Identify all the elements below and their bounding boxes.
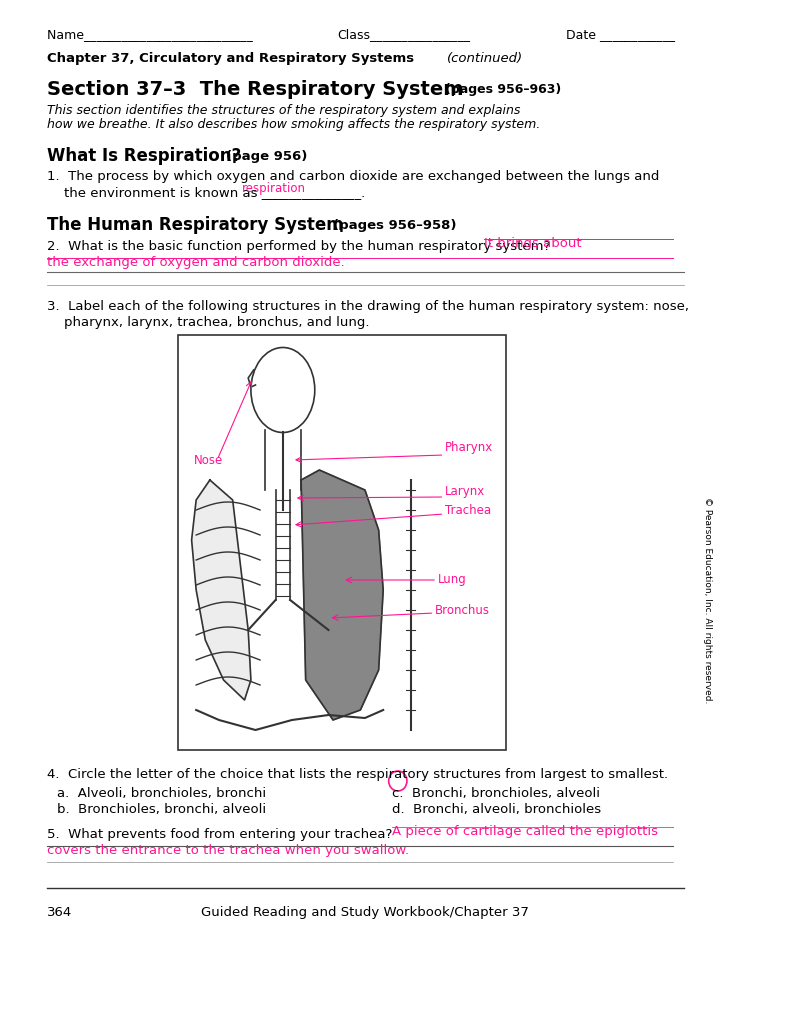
Text: c.  Bronchi, bronchioles, alveoli: c. Bronchi, bronchioles, alveoli <box>392 787 600 800</box>
Text: This section identifies the structures of the respiratory system and explains: This section identifies the structures o… <box>47 104 520 117</box>
Text: Section 37–3  The Respiratory System: Section 37–3 The Respiratory System <box>47 80 464 99</box>
Text: The Human Respiratory System: The Human Respiratory System <box>47 216 344 234</box>
Text: d.  Bronchi, alveoli, bronchioles: d. Bronchi, alveoli, bronchioles <box>392 803 601 816</box>
Text: (pages 956–963): (pages 956–963) <box>445 83 562 96</box>
Text: (continued): (continued) <box>447 52 523 65</box>
Text: Nose: Nose <box>195 454 224 467</box>
Text: (pages 956–958): (pages 956–958) <box>333 219 456 232</box>
Ellipse shape <box>251 347 315 432</box>
Text: Date ____________: Date ____________ <box>566 28 675 41</box>
Text: Larynx: Larynx <box>445 485 486 499</box>
Text: respiration: respiration <box>242 182 306 195</box>
Text: the environment is known as _______________.: the environment is known as ____________… <box>47 186 365 199</box>
Text: pharynx, larynx, trachea, bronchus, and lung.: pharynx, larynx, trachea, bronchus, and … <box>47 316 370 329</box>
Text: 5.  What prevents food from entering your trachea?: 5. What prevents food from entering your… <box>47 828 393 841</box>
Text: 1.  The process by which oxygen and carbon dioxide are exchanged between the lun: 1. The process by which oxygen and carbo… <box>47 170 660 183</box>
Text: Pharynx: Pharynx <box>445 441 494 455</box>
Text: Trachea: Trachea <box>445 504 491 516</box>
Text: Class________________: Class________________ <box>338 28 471 41</box>
Text: Name___________________________: Name___________________________ <box>47 28 257 41</box>
Text: What Is Respiration?: What Is Respiration? <box>47 147 242 165</box>
Text: how we breathe. It also describes how smoking affects the respiratory system.: how we breathe. It also describes how sm… <box>47 118 541 131</box>
Text: A piece of cartilage called the epiglottis: A piece of cartilage called the epiglott… <box>392 825 658 838</box>
Bar <box>178 335 506 750</box>
Text: Chapter 37, Circulatory and Respiratory Systems: Chapter 37, Circulatory and Respiratory … <box>47 52 414 65</box>
Polygon shape <box>191 480 251 700</box>
Polygon shape <box>301 470 383 720</box>
Text: 4.  Circle the letter of the choice that lists the respiratory structures from l: 4. Circle the letter of the choice that … <box>47 768 668 781</box>
Text: Guided Reading and Study Workbook/Chapter 37: Guided Reading and Study Workbook/Chapte… <box>201 906 529 919</box>
Text: covers the entrance to the trachea when you swallow.: covers the entrance to the trachea when … <box>47 844 410 857</box>
Text: It brings about: It brings about <box>483 237 581 250</box>
Text: Bronchus: Bronchus <box>435 603 490 616</box>
Text: a.  Alveoli, bronchioles, bronchi: a. Alveoli, bronchioles, bronchi <box>57 787 266 800</box>
Text: © Pearson Education, Inc. All rights reserved.: © Pearson Education, Inc. All rights res… <box>702 497 712 703</box>
Text: the exchange of oxygen and carbon dioxide.: the exchange of oxygen and carbon dioxid… <box>47 256 345 269</box>
Text: 364: 364 <box>47 906 73 919</box>
Text: b.  Bronchioles, bronchi, alveoli: b. Bronchioles, bronchi, alveoli <box>57 803 266 816</box>
Text: Lung: Lung <box>438 573 467 587</box>
Text: 3.  Label each of the following structures in the drawing of the human respirato: 3. Label each of the following structure… <box>47 300 690 313</box>
Text: 2.  What is the basic function performed by the human respiratory system?: 2. What is the basic function performed … <box>47 240 551 253</box>
Text: (page 956): (page 956) <box>226 150 308 163</box>
